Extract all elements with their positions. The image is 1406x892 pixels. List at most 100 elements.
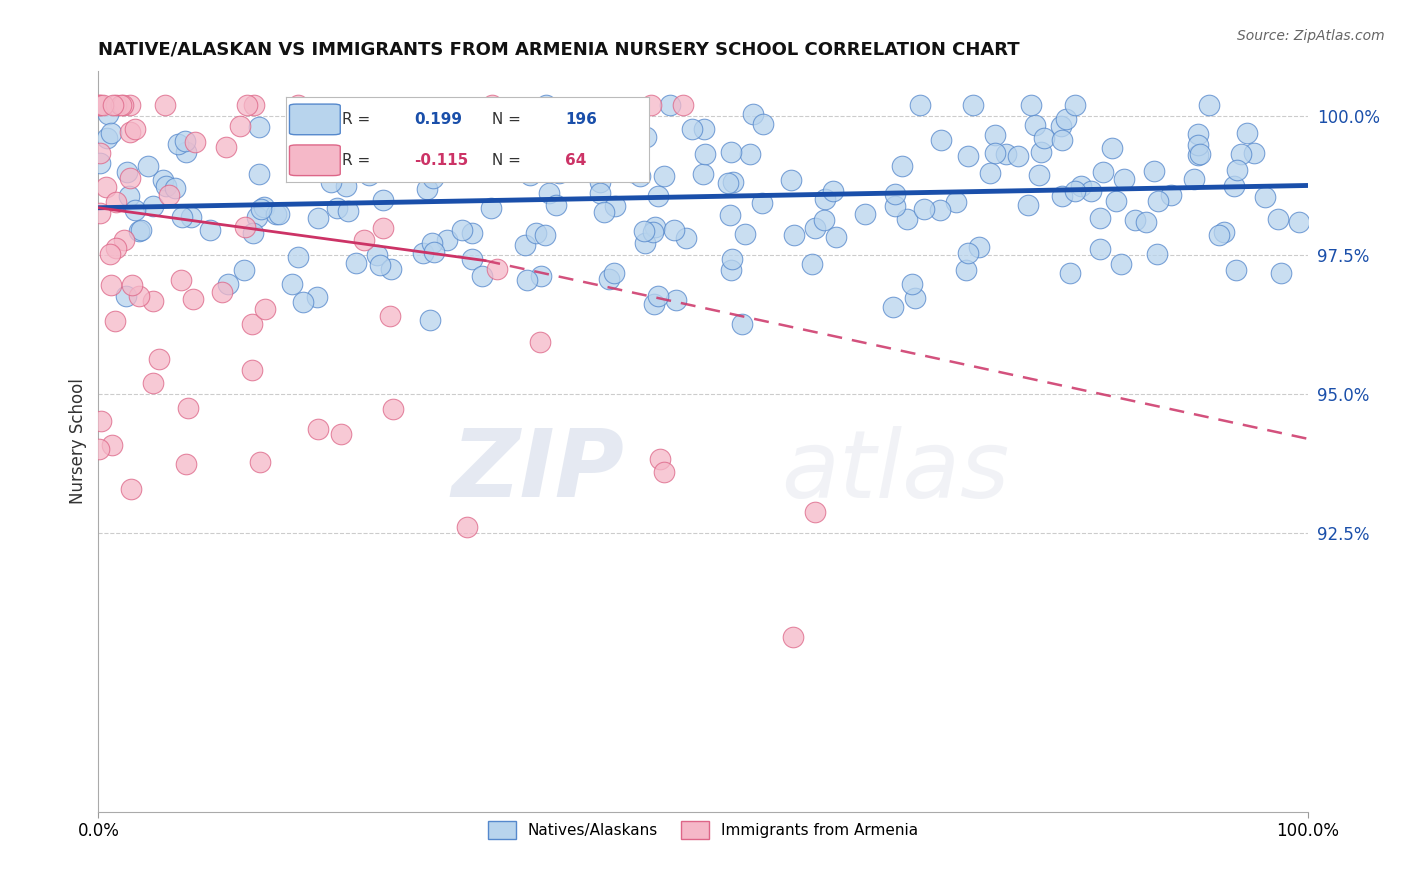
- Point: [695, 146, 717, 161]
- Point: [380, 309, 402, 323]
- Point: [801, 257, 824, 271]
- Point: [1088, 242, 1111, 256]
- Point: [1091, 165, 1114, 179]
- Point: [419, 312, 441, 326]
- Point: [371, 221, 394, 235]
- Point: [1088, 211, 1111, 225]
- Point: [422, 245, 444, 260]
- Point: [692, 167, 714, 181]
- Point: [101, 97, 124, 112]
- Point: [128, 224, 150, 238]
- Point: [779, 173, 801, 187]
- Point: [249, 454, 271, 468]
- Point: [287, 97, 309, 112]
- Point: [523, 150, 546, 164]
- Point: [155, 178, 177, 193]
- Point: [110, 97, 132, 112]
- Point: [155, 97, 177, 112]
- Point: [782, 630, 804, 644]
- Point: [823, 184, 845, 198]
- Point: [1243, 146, 1265, 161]
- Point: [420, 236, 443, 251]
- Point: [1050, 133, 1073, 147]
- Point: [738, 146, 761, 161]
- Point: [693, 122, 716, 136]
- Point: [436, 233, 458, 247]
- Point: [647, 289, 669, 303]
- Point: [366, 248, 388, 262]
- Point: [136, 159, 159, 173]
- Point: [1146, 246, 1168, 260]
- Point: [912, 202, 935, 217]
- Point: [183, 292, 205, 306]
- Point: [957, 149, 980, 163]
- Point: [215, 140, 238, 154]
- Point: [648, 451, 671, 466]
- Point: [336, 203, 359, 218]
- Point: [291, 147, 314, 161]
- Point: [1198, 97, 1220, 112]
- Point: [603, 199, 626, 213]
- Point: [720, 145, 742, 160]
- Point: [229, 119, 252, 133]
- Point: [1213, 226, 1236, 240]
- Point: [1019, 97, 1042, 112]
- Point: [111, 97, 134, 112]
- Point: [1230, 146, 1253, 161]
- Point: [634, 235, 657, 250]
- Point: [142, 376, 165, 390]
- Point: [326, 131, 349, 145]
- Point: [1050, 189, 1073, 203]
- Point: [112, 233, 135, 247]
- Point: [589, 186, 612, 200]
- Point: [1007, 149, 1029, 163]
- Point: [291, 295, 314, 310]
- Point: [98, 246, 121, 260]
- Point: [104, 97, 127, 112]
- Point: [1123, 213, 1146, 227]
- Point: [530, 268, 553, 283]
- Point: [246, 211, 269, 225]
- Point: [124, 122, 146, 136]
- Point: [1223, 178, 1246, 193]
- Point: [307, 211, 329, 226]
- Point: [90, 414, 112, 428]
- Point: [89, 97, 111, 112]
- Point: [165, 181, 187, 195]
- Point: [1184, 172, 1206, 186]
- Point: [427, 137, 450, 152]
- Point: [1031, 145, 1053, 159]
- Point: [461, 252, 484, 266]
- Point: [1024, 118, 1046, 132]
- Point: [1225, 263, 1247, 277]
- Point: [105, 241, 128, 255]
- Point: [366, 160, 388, 174]
- Point: [243, 97, 266, 112]
- Point: [1267, 211, 1289, 226]
- Point: [605, 136, 627, 151]
- Point: [519, 169, 541, 183]
- Point: [321, 175, 343, 189]
- Point: [121, 278, 143, 293]
- Point: [382, 401, 405, 416]
- Point: [89, 205, 111, 219]
- Point: [721, 175, 744, 189]
- Point: [984, 146, 1007, 161]
- Point: [824, 229, 846, 244]
- Point: [593, 204, 616, 219]
- Point: [1208, 228, 1230, 243]
- Point: [152, 173, 174, 187]
- Point: [891, 159, 914, 173]
- Point: [804, 220, 827, 235]
- Point: [142, 294, 165, 309]
- Point: [124, 203, 146, 218]
- Point: [422, 123, 444, 137]
- Point: [1033, 131, 1056, 145]
- Point: [908, 97, 931, 112]
- Point: [721, 252, 744, 267]
- Point: [634, 130, 657, 145]
- Point: [681, 122, 703, 136]
- Point: [884, 199, 907, 213]
- Point: [198, 223, 221, 237]
- Point: [665, 293, 688, 308]
